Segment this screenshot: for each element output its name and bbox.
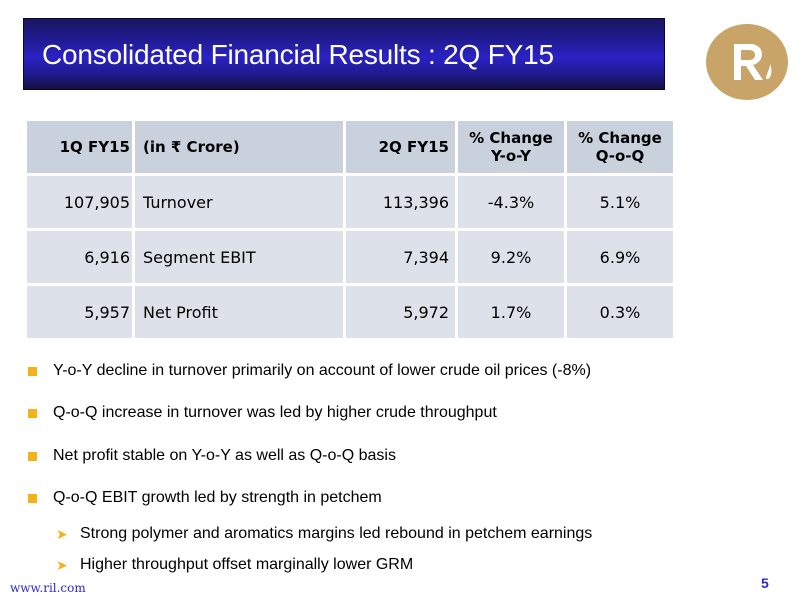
bullet-item: Q-o-Q increase in turnover was led by hi… — [53, 404, 497, 421]
header-change-yoy: % Change Y-o-Y — [458, 121, 564, 173]
table-header-row: 1Q FY15 (in ₹ Crore) 2Q FY15 % Change Y-o… — [27, 121, 673, 173]
table-row: 107,905 Turnover 113,396 -4.3% 5.1% — [27, 176, 673, 228]
bullet-item: Net profit stable on Y-o-Y as well as Q-… — [53, 447, 396, 464]
bullet-item: Y-o-Y decline in turnover primarily on a… — [53, 362, 592, 379]
table-row: 6,916 Segment EBIT 7,394 9.2% 6.9% — [27, 231, 673, 283]
cell-1q: 5,957 — [27, 286, 132, 338]
cell-2q: 7,394 — [346, 231, 455, 283]
sub-bullet-item: Higher throughput offset marginally lowe… — [80, 556, 414, 573]
bullet-square-icon — [28, 494, 37, 503]
cell-1q: 6,916 — [27, 231, 132, 283]
bullet-item: Q-o-Q EBIT growth led by strength in pet… — [53, 489, 382, 506]
ril-logo-icon — [706, 24, 788, 100]
header-change-qoq-line2: Q-o-Q — [595, 147, 645, 165]
arrow-bullet-icon: ➤ — [56, 557, 68, 573]
cell-label: Net Profit — [135, 286, 343, 338]
title-bar: Consolidated Financial Results : 2Q FY15 — [24, 19, 664, 89]
bullet-square-icon — [28, 409, 37, 418]
cell-qoq: 6.9% — [567, 231, 673, 283]
cell-label: Segment EBIT — [135, 231, 343, 283]
sub-bullet-item: Strong polymer and aromatics margins led… — [80, 525, 593, 542]
cell-qoq: 5.1% — [567, 176, 673, 228]
bullet-square-icon — [28, 367, 37, 376]
header-1q-fy15: 1Q FY15 — [27, 121, 132, 173]
cell-2q: 5,972 — [346, 286, 455, 338]
header-unit: (in ₹ Crore) — [135, 121, 343, 173]
header-change-qoq-line1: % Change — [578, 129, 662, 147]
cell-yoy: 1.7% — [458, 286, 564, 338]
page-number: 5 — [761, 575, 769, 591]
header-change-yoy-line1: % Change — [469, 129, 553, 147]
cell-yoy: 9.2% — [458, 231, 564, 283]
slide-title: Consolidated Financial Results : 2Q FY15 — [42, 39, 554, 70]
header-change-yoy-line2: Y-o-Y — [490, 147, 532, 165]
cell-label: Turnover — [135, 176, 343, 228]
cell-1q: 107,905 — [27, 176, 132, 228]
financial-results-table: 1Q FY15 (in ₹ Crore) 2Q FY15 % Change Y-o… — [24, 118, 676, 341]
cell-yoy: -4.3% — [458, 176, 564, 228]
bullet-square-icon — [28, 452, 37, 461]
header-2q-fy15: 2Q FY15 — [346, 121, 455, 173]
cell-2q: 113,396 — [346, 176, 455, 228]
footer-url: www.ril.com — [10, 581, 86, 595]
cell-qoq: 0.3% — [567, 286, 673, 338]
arrow-bullet-icon: ➤ — [56, 526, 68, 542]
table-row: 5,957 Net Profit 5,972 1.7% 0.3% — [27, 286, 673, 338]
header-change-qoq: % Change Q-o-Q — [567, 121, 673, 173]
